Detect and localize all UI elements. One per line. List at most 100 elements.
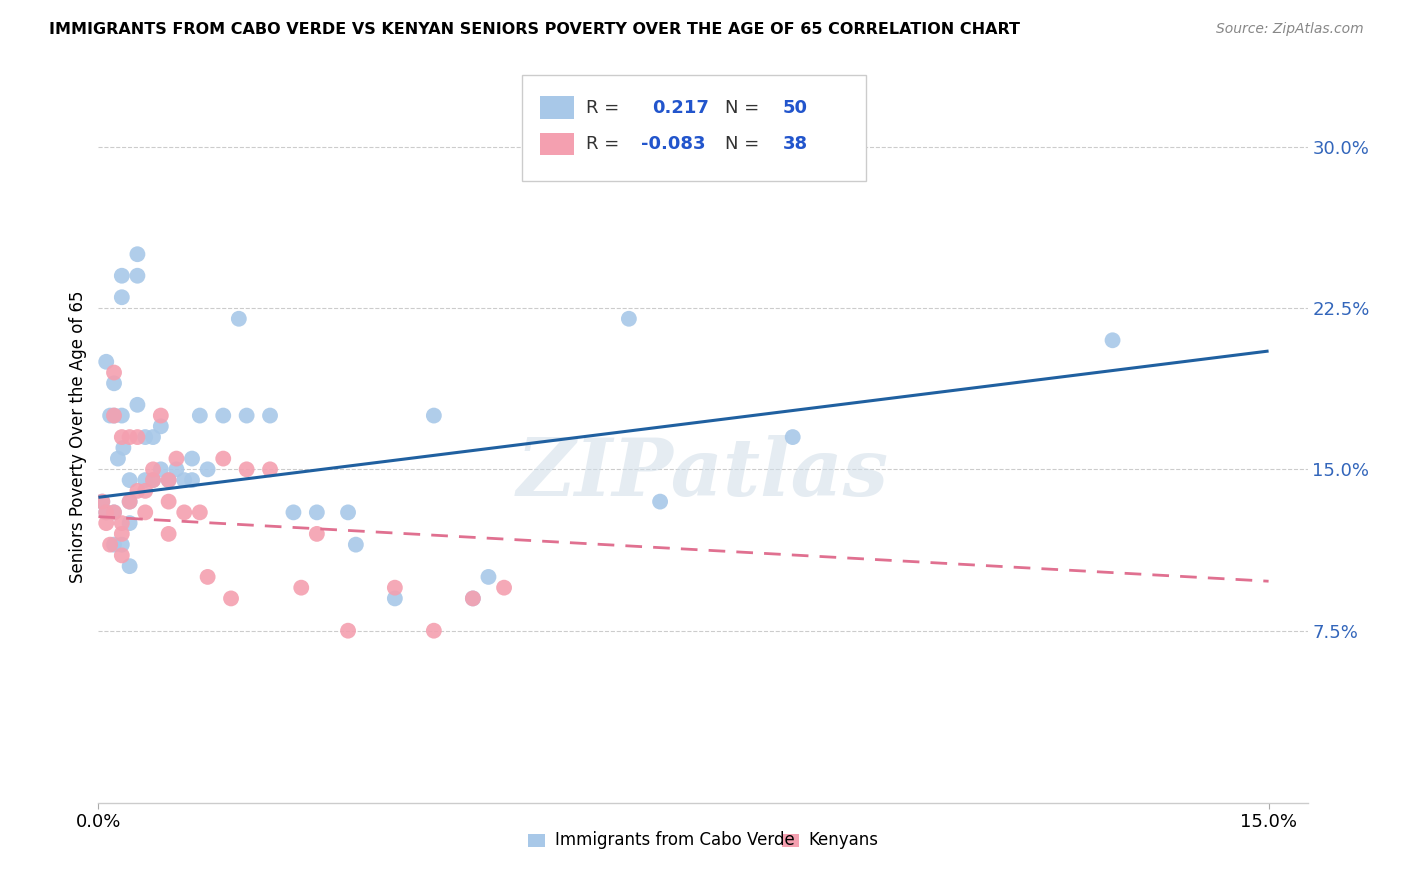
Point [165,462,187,476]
Point [103,376,125,391]
Text: N =: N = [724,136,759,153]
Point [228,311,250,326]
Point [197,570,219,584]
Point [1101,333,1123,347]
Point [127,430,149,444]
Point [134,473,156,487]
Y-axis label: Seniors Poverty Over the Age of 65: Seniors Poverty Over the Age of 65 [69,291,87,583]
Point [103,409,125,423]
Point [118,559,141,574]
Point [103,505,125,519]
Point [461,591,484,606]
Point [127,247,149,261]
Text: IMMIGRANTS FROM CABO VERDE VS KENYAN SENIORS POVERTY OVER THE AGE OF 65 CORRELAT: IMMIGRANTS FROM CABO VERDE VS KENYAN SEN… [49,22,1021,37]
Point [648,494,671,508]
Point [461,591,484,606]
Point [127,398,149,412]
Point [103,505,125,519]
Point [96,516,118,530]
Point [197,462,219,476]
Point [290,581,312,595]
Point [142,473,165,487]
Point [305,505,328,519]
Point [111,430,134,444]
Point [118,494,141,508]
Point [142,473,165,487]
Text: 50: 50 [783,99,808,117]
Point [188,505,211,519]
Text: Kenyans: Kenyans [808,831,879,849]
Point [494,581,516,595]
Point [235,462,257,476]
Point [173,505,195,519]
Point [134,430,156,444]
Text: 0.217: 0.217 [652,99,709,117]
Point [91,494,114,508]
Point [283,505,305,519]
Point [337,624,360,638]
Text: 38: 38 [783,136,808,153]
Point [149,419,172,434]
Point [103,366,125,380]
Point [212,409,235,423]
Point [305,527,328,541]
Point [173,473,195,487]
Point [423,409,446,423]
Point [134,505,156,519]
Text: N =: N = [724,99,759,117]
Point [384,581,406,595]
Point [477,570,499,584]
Point [181,473,204,487]
Text: Source: ZipAtlas.com: Source: ZipAtlas.com [1216,22,1364,37]
Point [127,268,149,283]
Point [384,591,406,606]
Point [259,462,281,476]
Point [111,290,134,304]
Bar [540,133,574,155]
Point [219,591,242,606]
Point [96,505,118,519]
Point [112,441,135,455]
Point [98,538,121,552]
Point [118,430,141,444]
Point [118,494,141,508]
Point [103,538,125,552]
Point [157,494,180,508]
Bar [782,833,799,847]
Point [111,516,134,530]
Bar [540,96,574,119]
Point [118,473,141,487]
Point [165,451,187,466]
Point [259,409,281,423]
Text: R =: R = [586,136,619,153]
Point [423,624,446,638]
Point [111,409,134,423]
Point [111,538,134,552]
Point [212,451,235,466]
Point [181,451,204,466]
Point [91,494,114,508]
Point [142,462,165,476]
Point [188,409,211,423]
Point [782,430,804,444]
Point [127,483,149,498]
Point [142,430,165,444]
Point [96,505,118,519]
Point [96,355,118,369]
Point [157,473,180,487]
Point [111,527,134,541]
Point [235,409,257,423]
Point [103,409,125,423]
Point [617,311,640,326]
Point [118,516,141,530]
Text: -0.083: -0.083 [641,136,706,153]
Point [107,451,129,466]
Bar [527,833,546,847]
Text: ZIPatlas: ZIPatlas [517,435,889,512]
Point [98,409,121,423]
Text: Immigrants from Cabo Verde: Immigrants from Cabo Verde [555,831,794,849]
Point [344,538,367,552]
Point [111,268,134,283]
Point [134,483,156,498]
Text: R =: R = [586,99,619,117]
